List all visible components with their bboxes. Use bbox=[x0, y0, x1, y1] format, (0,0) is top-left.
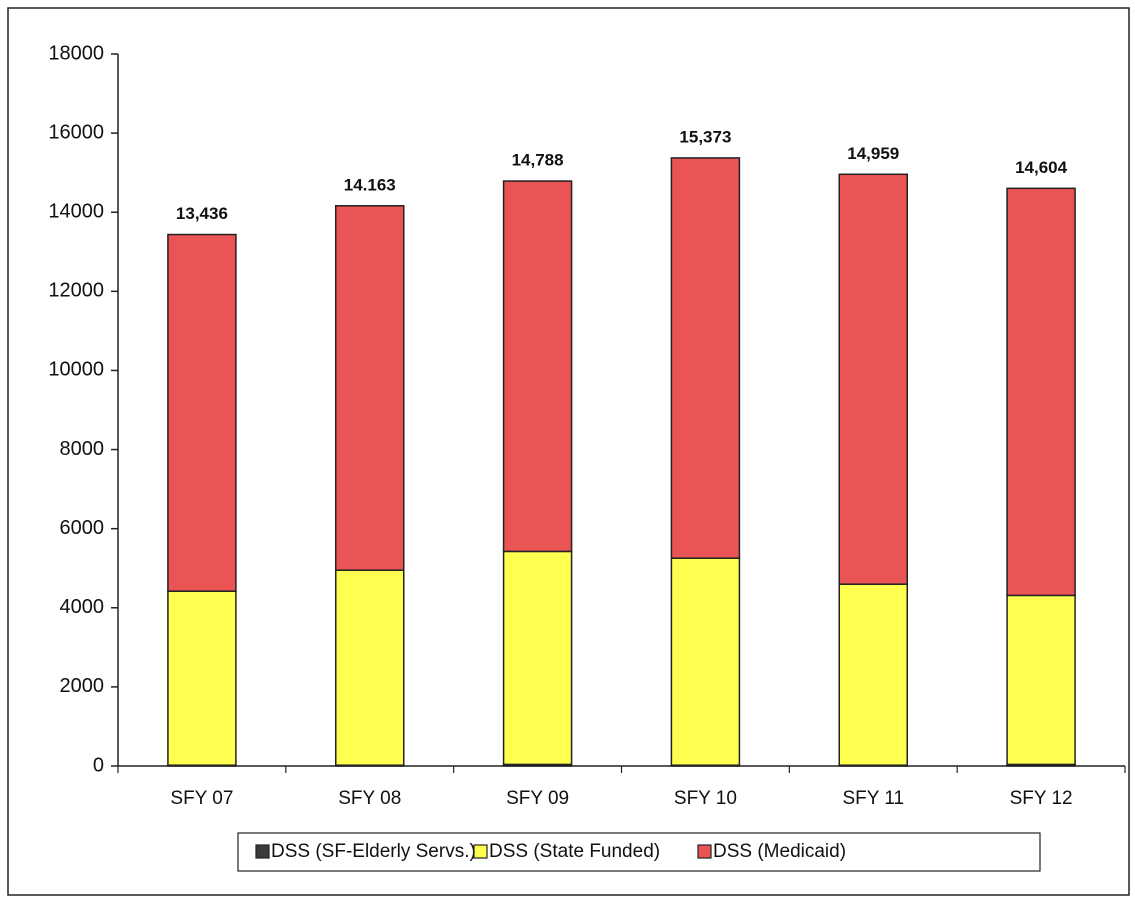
bar-segment bbox=[838, 173, 908, 585]
bar-segment bbox=[167, 590, 237, 766]
y-tick-label: 4000 bbox=[60, 596, 105, 618]
bar-segment bbox=[167, 233, 237, 592]
y-tick-label: 8000 bbox=[60, 438, 105, 460]
legend-marker bbox=[255, 844, 270, 859]
bar-segment bbox=[502, 550, 573, 766]
y-tick-label: 14000 bbox=[48, 201, 104, 223]
y-tick-label: 10000 bbox=[48, 359, 104, 381]
y-tick-label: 16000 bbox=[48, 121, 104, 143]
total-label: 13,436 bbox=[176, 204, 228, 223]
legend-marker bbox=[473, 844, 488, 859]
bar-segment bbox=[502, 180, 573, 553]
y-tick-label: 18000 bbox=[48, 42, 104, 64]
bar-segment bbox=[1006, 594, 1076, 766]
bar-segment bbox=[335, 569, 405, 766]
y-tick-label: 0 bbox=[93, 754, 104, 776]
total-label: 14,959 bbox=[847, 144, 899, 163]
x-tick-label: SFY 07 bbox=[170, 788, 233, 809]
total-label: 15,373 bbox=[679, 127, 731, 146]
bar-segment bbox=[335, 205, 405, 571]
legend-label: DSS (State Funded) bbox=[489, 841, 660, 862]
bar-segment bbox=[670, 557, 741, 766]
legend-box bbox=[237, 832, 1041, 872]
bar-segment bbox=[838, 583, 908, 766]
bar-segment bbox=[1006, 187, 1076, 597]
y-tick-label: 2000 bbox=[60, 675, 105, 697]
x-tick-label: SFY 11 bbox=[842, 788, 904, 809]
y-tick-label: 12000 bbox=[48, 280, 104, 302]
y-tick-label: 6000 bbox=[60, 517, 105, 539]
x-tick-label: SFY 12 bbox=[1010, 788, 1073, 809]
legend-marker bbox=[697, 844, 712, 859]
legend-label: DSS (Medicaid) bbox=[713, 841, 846, 862]
x-tick-label: SFY 09 bbox=[506, 788, 569, 809]
total-label: 14,788 bbox=[512, 151, 564, 170]
bar-segment bbox=[670, 157, 741, 559]
legend-label: DSS (SF-Elderly Servs.) bbox=[271, 841, 476, 862]
x-tick-label: SFY 08 bbox=[338, 788, 401, 809]
total-label: 14,604 bbox=[1015, 158, 1068, 177]
x-tick-label: SFY 10 bbox=[674, 788, 737, 809]
total-label: 14.163 bbox=[344, 175, 396, 194]
